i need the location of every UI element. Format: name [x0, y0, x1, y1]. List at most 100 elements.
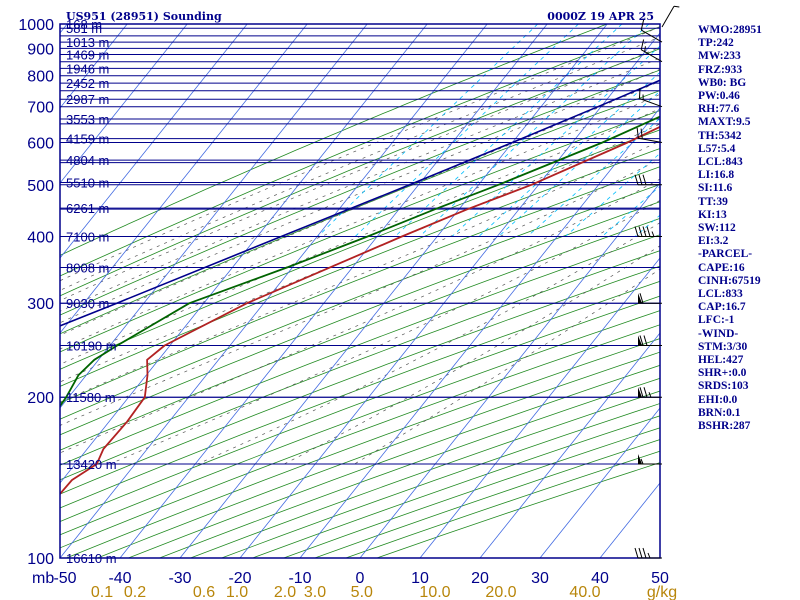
temperature-tick-label: -30: [168, 570, 191, 587]
height-label: 4159 m: [66, 132, 109, 147]
mixing-ratio-tick-label: 10.0: [419, 584, 450, 600]
wind-barb-staff: [661, 6, 675, 28]
isotherm: [479, 332, 660, 558]
pressure-tick-label: 1000: [18, 17, 54, 34]
wind-barb-staff: [638, 137, 663, 143]
parcel-trace: [60, 79, 660, 327]
temperature-tick-label: -50: [53, 570, 76, 587]
pressure-tick-label: 700: [27, 100, 54, 117]
wind-barb-feather: [639, 293, 644, 304]
temperature-tick-label: 0: [356, 570, 365, 587]
wind-barb-feather: [640, 128, 643, 140]
sounding-index: CINH:67519: [698, 274, 761, 287]
isotherm: [239, 32, 660, 558]
sounding-index: -PARCEL-: [698, 248, 753, 261]
sounding-index: CAP:16.7: [698, 301, 746, 314]
temperature-tick-label: -20: [228, 570, 251, 587]
station-title: US951 (28951) Sounding: [66, 10, 222, 23]
wind-barb-feather: [642, 547, 647, 559]
wind-barb-flag: [638, 454, 642, 464]
sounding-index: BSHR:287: [698, 420, 751, 433]
thermo-grid: [60, 24, 660, 558]
wind-barb-half-feather: [644, 46, 646, 52]
moist-adiabat: [109, 199, 660, 465]
sounding-index: TH:5342: [698, 129, 742, 142]
wind-barb-half-feather: [673, 5, 680, 8]
pressure-tick-label: 800: [27, 69, 54, 86]
moist-adiabat: [60, 80, 660, 336]
sounding-index: MAXT:9.5: [698, 116, 751, 129]
height-label: 8008 m: [66, 260, 109, 275]
sounding-index: TP:242: [698, 37, 734, 50]
isotherm: [359, 182, 660, 558]
height-label: 4804 m: [66, 153, 109, 168]
temperature-tick-label: 20: [471, 570, 489, 587]
wind-barb-feather: [639, 335, 644, 346]
moist-adiabat: [60, 57, 660, 312]
wind-barb-staff: [640, 29, 663, 43]
wind-barbs: [634, 5, 680, 559]
sounding-index: MW:233: [698, 50, 741, 63]
wind-barb: [638, 454, 662, 465]
sounding-index: TT:39: [698, 195, 728, 208]
sounding-index: LI:16.8: [698, 169, 735, 182]
sounding-index: L57:5.4: [698, 142, 736, 155]
pressure-tick-label: 300: [27, 296, 54, 313]
sounding-index: CAPE:16: [698, 261, 745, 274]
mixing-ratio-tick-label: 0.2: [124, 584, 146, 600]
wind-barb-feather: [638, 174, 643, 185]
sounding-index: LCL:843: [698, 156, 743, 169]
sounding-index: FRZ:933: [698, 63, 743, 76]
isotherm: [299, 107, 660, 558]
sounding-index: PW:0.46: [698, 90, 740, 103]
temperature-tick-label: -40: [108, 570, 131, 587]
sounding-index: SRDS:103: [698, 380, 749, 393]
mixing-ratio-tick-label: 3.0: [304, 584, 326, 600]
sounding-index: RH:77.6: [698, 103, 740, 116]
sounding-index: STM:3/30: [698, 340, 748, 353]
height-label: 3553 m: [66, 112, 109, 127]
plot-border: [59, 23, 661, 559]
wind-barb: [638, 293, 662, 304]
height-label: 2987 m: [66, 92, 109, 107]
wind-barb-feather: [634, 174, 639, 185]
pressure-tick-label: 100: [27, 551, 54, 568]
wind-barb-feather: [638, 226, 643, 237]
sounding-index: WB0: BG: [698, 76, 747, 89]
mixing-ratio-tick-label: 0.6: [193, 584, 215, 600]
height-label: 11580 m: [66, 390, 116, 405]
sounding-index: SW:112: [698, 222, 736, 235]
height-label: 1013 m: [66, 35, 109, 50]
isotherm: [60, 24, 248, 259]
sounding-index: LFC:-1: [698, 314, 735, 327]
sounding-index: -WIND-: [698, 327, 739, 340]
sounding-index: WMO:28951: [698, 24, 762, 36]
wind-barb: [640, 39, 663, 63]
wind-barb-feather: [640, 39, 645, 50]
sounding-index: LCL:833: [698, 288, 743, 301]
wind-barb-feather: [638, 547, 643, 559]
wind-barb: [661, 5, 680, 28]
wind-barb: [634, 226, 662, 237]
moist-adiabat: [60, 178, 660, 454]
height-label: 6261 m: [66, 201, 109, 216]
pressure-tick-label: 400: [27, 229, 54, 246]
isotherm: [539, 407, 660, 558]
sounding-index: BRN:0.1: [698, 406, 741, 419]
moist-adiabat: [60, 93, 660, 350]
mixing-ratio-tick-label: 2.0: [274, 584, 296, 600]
wind-barb-feather: [636, 127, 639, 139]
temperature-tick-label: 50: [651, 570, 669, 587]
wind-barb-half-feather: [647, 552, 651, 559]
time-title: 0000Z 19 APR 25: [547, 10, 654, 23]
isotherm: [119, 24, 548, 558]
wind-barb-feather: [639, 387, 644, 398]
height-label: 5510 m: [66, 175, 109, 190]
wind-barb-flag: [638, 387, 642, 398]
wind-barb-half-feather: [651, 231, 655, 237]
wind-barb: [640, 19, 663, 43]
sounding-index: EHI:0.0: [698, 393, 738, 406]
wind-barb-half-feather: [640, 458, 644, 465]
height-label: 13420 m: [66, 457, 117, 472]
